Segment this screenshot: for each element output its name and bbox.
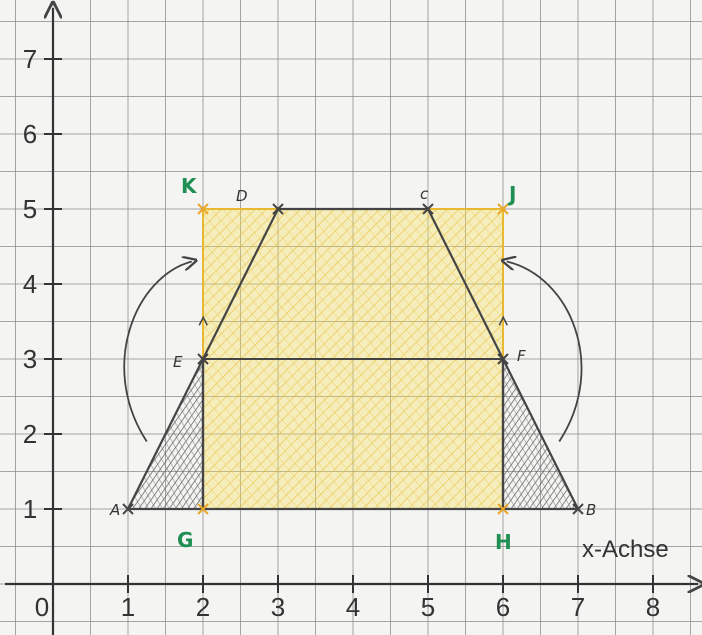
point-marker-k xyxy=(197,203,209,215)
y-tick-label: 7 xyxy=(23,44,37,74)
point-label-j: J xyxy=(507,182,516,206)
rotation-arrow-right xyxy=(507,262,583,442)
x-tick-label: 1 xyxy=(121,592,135,622)
point-marker-c xyxy=(422,203,434,215)
point-label-f: F xyxy=(517,347,526,365)
point-label-d: D xyxy=(236,187,248,205)
shapes-layer xyxy=(123,207,583,511)
mark-left xyxy=(198,315,208,326)
x-tick-label: 3 xyxy=(271,592,285,622)
point-marker-a xyxy=(122,503,134,515)
x-axis-title: x-Achse xyxy=(582,536,669,563)
point-marker-h xyxy=(497,503,509,515)
point-marker-j xyxy=(497,203,509,215)
point-label-k: K xyxy=(181,174,198,198)
point-marker-g xyxy=(197,503,209,515)
point-label-h: H xyxy=(495,530,512,554)
point-label-c: c xyxy=(420,185,429,203)
y-tick-label: 3 xyxy=(23,344,37,374)
y-tick-label: 1 xyxy=(23,494,37,524)
x-tick-label: 2 xyxy=(196,592,210,622)
point-marker-d xyxy=(272,203,284,215)
point-marker-f xyxy=(497,353,509,365)
y-tick-label: 4 xyxy=(23,269,37,299)
x-tick-label: 8 xyxy=(646,592,660,622)
point-label-e: E xyxy=(173,353,183,371)
rotation-arrow-left xyxy=(123,262,192,442)
x-tick-label: 5 xyxy=(421,592,435,622)
point-marker-b xyxy=(572,503,584,515)
mark-right xyxy=(498,315,508,326)
x-tick-label: 6 xyxy=(496,592,510,622)
y-tick-label: 5 xyxy=(23,194,37,224)
y-tick-label: 6 xyxy=(23,119,37,149)
point-label-b: B xyxy=(586,501,596,519)
point-label-a: A xyxy=(109,501,120,519)
labels-layer: 0 1 2 3 4 5 6 7 8 1 2 3 4 5 6 7 x-Achse A Bc D E F G H J K xyxy=(23,44,669,622)
point-marker-e xyxy=(197,353,209,365)
x-tick-label: 7 xyxy=(571,592,585,622)
x-tick-label: 0 xyxy=(35,592,49,622)
axes-layer xyxy=(5,8,698,635)
point-label-g: G xyxy=(177,528,193,552)
y-tick-label: 2 xyxy=(23,419,37,449)
x-tick-label: 4 xyxy=(346,592,360,622)
